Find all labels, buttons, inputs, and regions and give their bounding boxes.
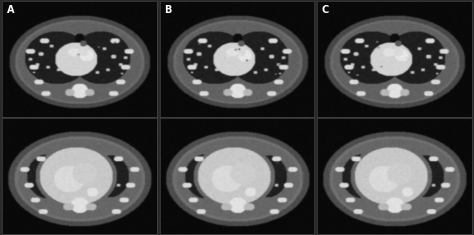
Text: B: B bbox=[164, 5, 172, 15]
Text: A: A bbox=[7, 5, 14, 15]
Text: C: C bbox=[322, 5, 329, 15]
